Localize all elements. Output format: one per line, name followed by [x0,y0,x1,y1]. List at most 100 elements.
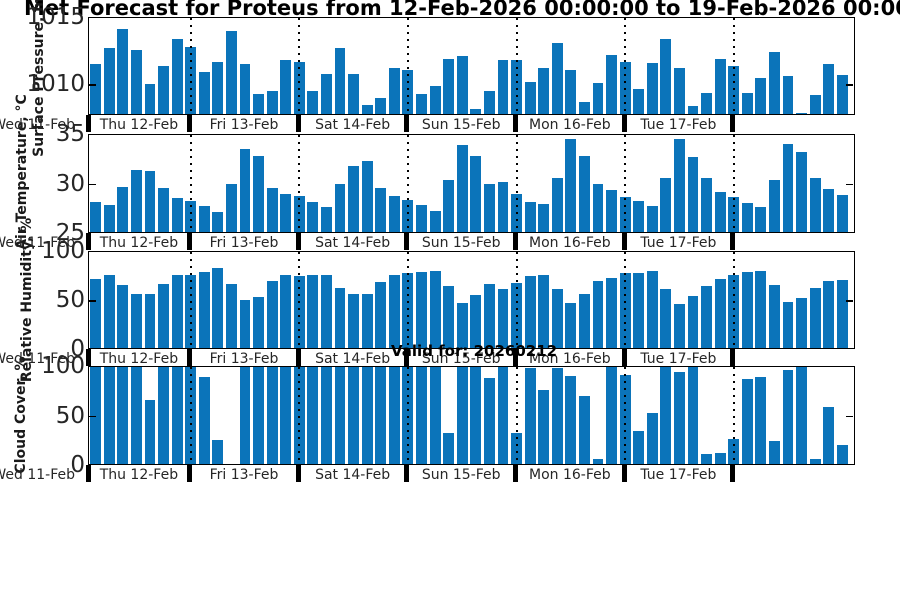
bar [375,188,387,232]
day-gridline [406,135,409,232]
bar [823,281,835,348]
bar [769,285,780,348]
day-tick-mark [187,465,193,482]
day-gridline [515,135,518,232]
bar [714,453,726,464]
bar [646,206,658,232]
y-tick-label: 30 [55,170,85,197]
day-tick-mark [513,233,518,250]
day-tick-mark [85,233,91,250]
bar [130,367,142,464]
bar [334,183,346,232]
bar [280,194,292,232]
bar [565,138,577,232]
bar [117,367,129,464]
plot-area-2 [88,251,855,349]
bar [212,267,224,348]
bar [483,377,495,464]
y-tick-label: 50 [55,287,85,313]
bar [117,187,129,232]
bar [334,367,346,464]
day-gridline [515,252,518,348]
bar [687,105,699,114]
y-tick-label: 25 [55,220,85,246]
bar [483,183,495,232]
bar [714,279,726,348]
y-tick-label: 100 [41,353,85,379]
bar [578,294,590,348]
bar [158,65,170,114]
bar [266,367,278,464]
bar [171,198,183,232]
bar [429,367,441,464]
y-tick-mark [846,183,853,185]
bar [144,294,156,348]
bar [239,64,251,114]
day-gridline [624,367,627,464]
bar [673,138,685,232]
bar [633,201,645,232]
bar [687,367,699,464]
bar [266,188,278,232]
bar [470,155,482,232]
y-tick-label: 100 [41,238,85,264]
x-day-label: Fri 13-Feb [209,117,279,133]
bar [524,276,536,348]
bar [416,271,427,348]
bar [456,367,468,464]
bar [578,395,590,464]
day-tick-mark [187,349,193,366]
x-axis-row-3: Wed 11-Feb Thu 12-Feb Fri 13-Feb Sat 14-Feb… [0,465,900,484]
bar [497,289,509,348]
bar [361,160,373,232]
day-tick-mark [513,349,518,366]
bar [701,177,713,232]
bar [470,295,482,348]
day-tick-mark [187,115,193,132]
bar [280,275,292,348]
bar [130,49,142,114]
bar [701,454,713,464]
x-day-label: Wed 11-Feb [0,235,76,251]
x-day-label: Thu 12-Feb [99,351,179,367]
bar [769,52,780,114]
x-day-label: Sat 14-Feb [315,117,391,133]
bar [782,143,794,232]
bar [90,202,102,232]
bar [307,274,319,348]
figure-title: Met Forecast for Proteus from 12-Feb-202… [24,0,900,20]
bar [321,367,332,464]
bar [103,367,115,464]
x-day-label: Sun 15-Feb [421,117,501,133]
day-gridline [406,252,409,348]
x-day-label: Mon 16-Feb [528,235,611,251]
day-gridline [189,252,192,348]
bar [361,104,373,114]
bar [158,188,170,232]
bar [836,445,848,464]
bar [253,367,265,464]
day-gridline [732,135,735,232]
bar [606,278,617,348]
x-axis-row-0: Wed 11-Feb Thu 12-Feb Fri 13-Feb Sat 14-Feb… [0,115,900,134]
x-day-label: Mon 16-Feb [528,117,611,133]
bar [443,286,455,348]
bar [456,56,468,114]
bar [606,54,617,114]
bar [606,367,617,464]
bar [578,101,590,114]
bar [741,92,753,114]
bar [483,91,495,114]
x-axis-row-2: Wed 11-Feb Thu 12-Feb Fri 13-Feb Sat 14-Feb… [0,349,900,368]
bar [551,42,563,114]
day-tick-mark [295,233,301,250]
bar [673,371,685,464]
day-gridline [298,18,301,114]
bar [809,177,821,232]
bar [524,202,536,232]
bar [388,274,400,348]
bar [348,294,360,348]
bar [348,73,360,114]
bar [361,294,373,348]
bar [253,155,265,232]
